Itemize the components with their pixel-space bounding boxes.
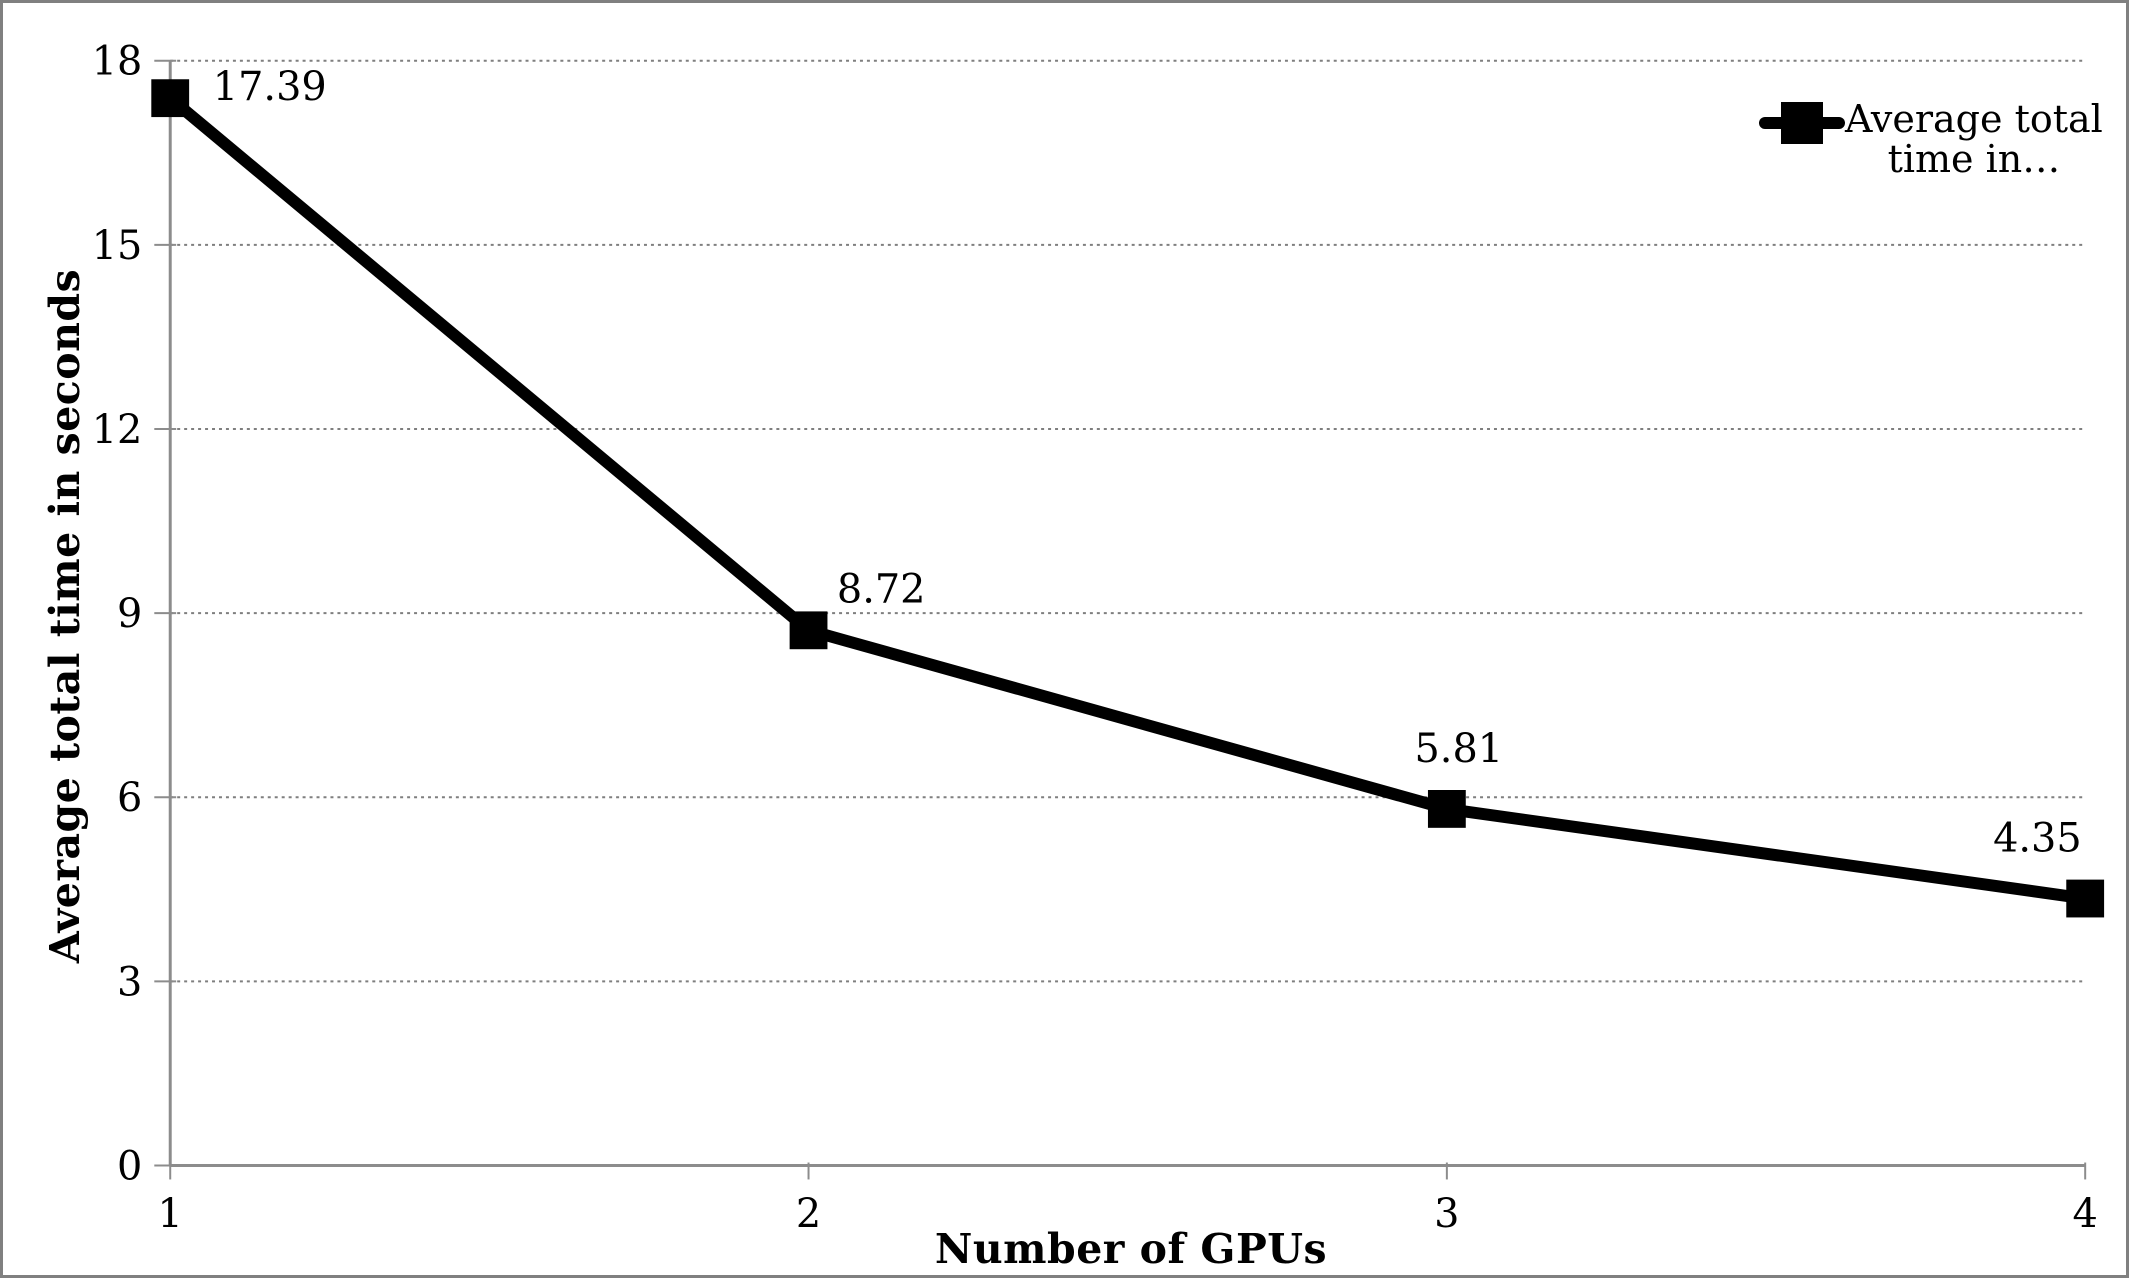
legend-label-line2: time in… [1887, 137, 2061, 181]
legend-label-line1: Average total [1845, 97, 2103, 141]
legend: Average total time in… [1759, 99, 2103, 179]
x-tick-label: 1 [158, 1191, 183, 1237]
data-point-label: 4.35 [1993, 816, 2082, 862]
legend-label: Average total time in… [1845, 99, 2103, 179]
y-tick-label: 18 [92, 39, 143, 85]
y-tick-label: 9 [117, 591, 142, 637]
y-tick-label: 12 [92, 407, 143, 453]
y-tick-label: 0 [117, 1143, 142, 1189]
data-point-label: 8.72 [837, 566, 926, 612]
data-point-label: 5.81 [1414, 726, 1503, 772]
x-tick-label: 3 [1434, 1191, 1459, 1237]
x-tick-label: 4 [2073, 1191, 2098, 1237]
data-point-marker [789, 611, 828, 650]
y-tick-label: 6 [117, 775, 142, 821]
legend-square-icon [1781, 102, 1823, 144]
legend-series-marker-icon [1759, 100, 1845, 146]
data-point-marker [151, 79, 190, 118]
series-line [164, 92, 2092, 905]
y-axis-title: Average total time in seconds [41, 268, 89, 964]
x-tick-label: 2 [796, 1191, 821, 1237]
data-point-marker [1427, 790, 1466, 828]
y-tick-label: 15 [92, 223, 143, 269]
data-point-label: 17.39 [213, 64, 327, 110]
y-tick-label: 3 [117, 959, 142, 1005]
x-axis-title: Number of GPUs [934, 1225, 1328, 1273]
data-point-marker [2066, 879, 2105, 918]
